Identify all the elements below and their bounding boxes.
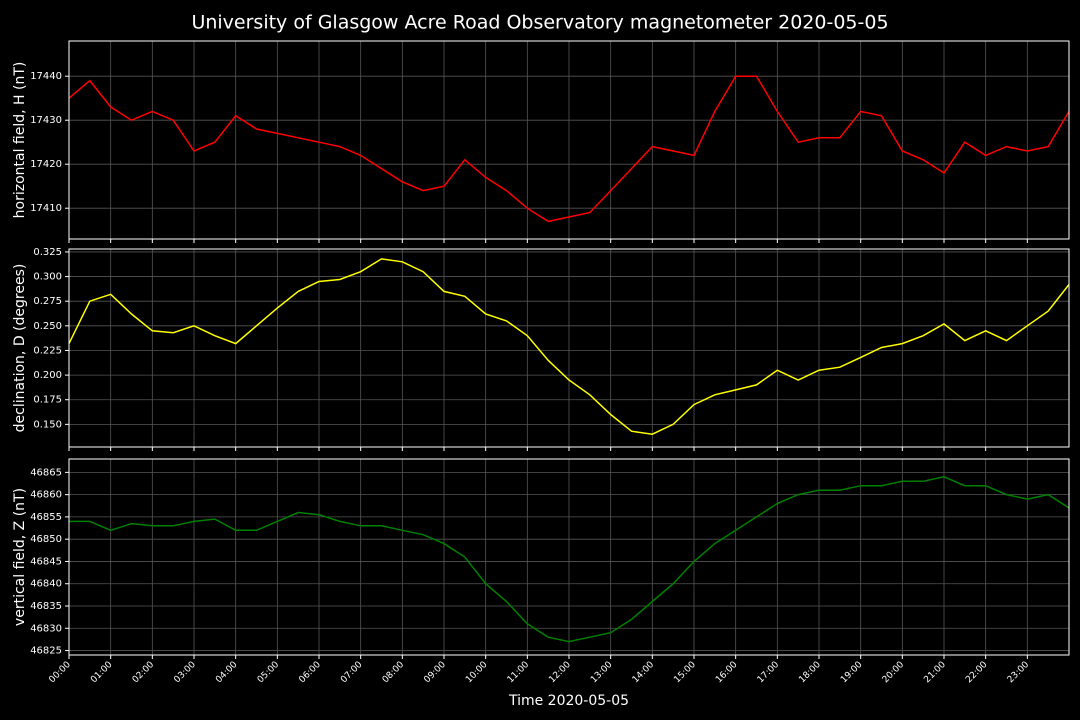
x-tick-label: 01:00 [89,660,115,686]
y-tick-label: 17430 [30,115,62,126]
y-tick-label: 46860 [30,490,62,501]
x-tick-label: 23:00 [1006,660,1032,686]
y-tick-label: 46835 [30,601,62,612]
x-tick-label: 18:00 [797,660,823,686]
y-tick-label: 0.200 [33,370,62,381]
x-tick-label: 07:00 [339,660,365,686]
y-tick-label: 17410 [30,203,62,214]
x-tick-label: 14:00 [631,660,657,686]
x-axis-label: Time 2020-05-05 [508,693,629,709]
data-line [68,75,1070,223]
y-tick-label: 0.175 [33,395,62,406]
x-tick-label: 00:00 [47,660,73,686]
x-tick-label: 06:00 [297,660,323,686]
x-tick-label: 17:00 [756,660,782,686]
y-tick-label: 46825 [30,646,62,657]
y-tick-label: 46830 [30,623,62,634]
x-tick-label: 05:00 [256,660,282,686]
y-tick-label: 17440 [30,71,62,82]
y-tick-label: 0.225 [33,345,62,356]
axes-frame [68,458,1070,656]
x-tick-label: 10:00 [464,660,490,686]
data-line [69,476,1070,643]
y-tick-label: 0.275 [33,296,62,307]
x-tick-label: 03:00 [172,660,198,686]
axes-frame [68,40,1070,240]
x-tick-label: 08:00 [381,660,407,686]
x-tick-label: 20:00 [881,660,907,686]
y-tick-label: 46855 [30,512,62,523]
x-tick-label: 11:00 [506,660,532,686]
x-tick-label: 09:00 [422,660,448,686]
y-tick-label: 46850 [30,534,62,545]
x-tick-label: 12:00 [547,660,573,686]
chart-title: University of Glasgow Acre Road Observat… [191,12,888,34]
x-tick-label: 22:00 [964,660,990,686]
y-axis-label: declination, D (degrees) [12,264,28,433]
x-tick-label: 16:00 [714,660,740,686]
x-tick-label: 19:00 [839,660,865,686]
y-tick-label: 0.325 [33,247,62,258]
x-tick-label: 13:00 [589,660,615,686]
y-tick-label: 46840 [30,579,62,590]
y-tick-label: 46865 [30,467,62,478]
x-tick-label: 21:00 [922,660,948,686]
y-tick-label: 0.250 [33,321,62,332]
y-axis-label: vertical field, Z (nT) [12,488,28,626]
y-tick-label: 0.300 [33,272,62,283]
data-line [68,258,1070,435]
y-axis-label: horizontal field, H (nT) [12,62,28,219]
y-tick-label: 0.150 [33,419,62,430]
x-tick-label: 15:00 [672,660,698,686]
x-tick-label: 04:00 [214,660,240,686]
y-tick-label: 46845 [30,556,62,567]
y-tick-label: 17420 [30,159,62,170]
axes-frame [68,248,1070,448]
x-tick-label: 02:00 [131,660,157,686]
